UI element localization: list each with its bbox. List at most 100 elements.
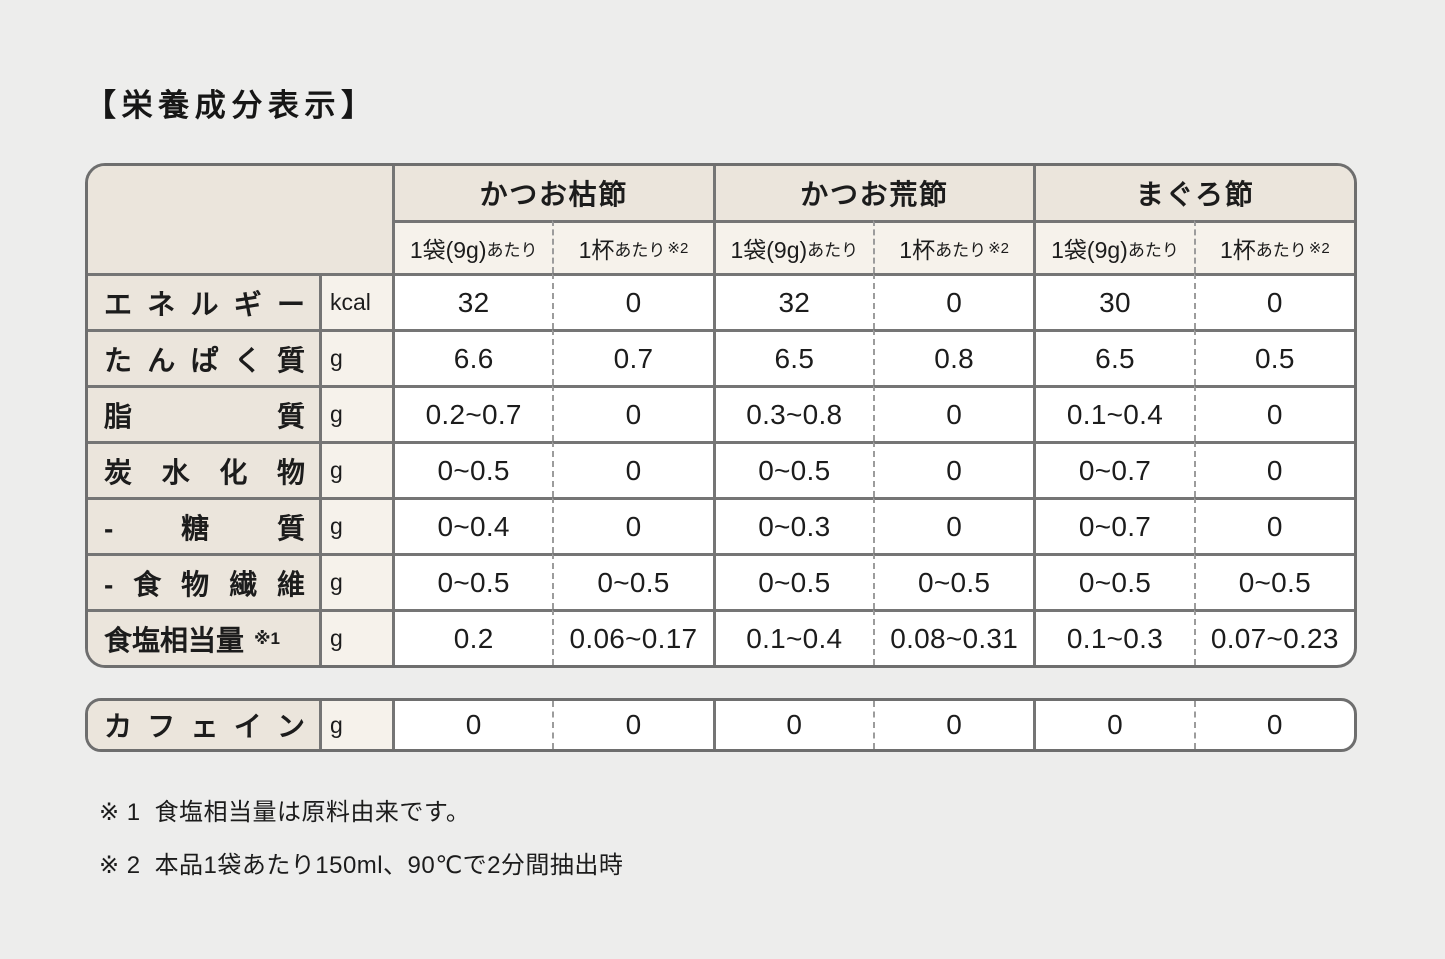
value-cell: 0~0.5 <box>712 441 873 497</box>
value-cell: 0~0.5 <box>712 553 873 609</box>
subheader-per-cup: 1杯 あたり ※2 <box>872 220 1034 273</box>
value-cell: 0 <box>552 701 712 749</box>
value-cell: 0 <box>1193 385 1354 441</box>
value-cell: 0 <box>392 701 552 749</box>
value-cell: 0.8 <box>872 329 1034 385</box>
unit-energy: kcal <box>319 273 392 329</box>
subheader-per-bag-suffix: あたり <box>807 240 859 260</box>
unit-carbohydrate: g <box>319 441 392 497</box>
value-cell: 0~0.5 <box>552 553 713 609</box>
corner-cell <box>88 166 392 273</box>
subheader-per-bag: 1袋(9g) あたり <box>1033 220 1194 273</box>
footnote-text: 本品1袋あたり150ml、90℃で2分間抽出時 <box>154 852 624 879</box>
value-cell: 6.5 <box>712 329 873 385</box>
row-label-carbohydrate: 炭水化物 <box>88 441 319 497</box>
subheader-per-bag-main: 1袋(9g) <box>1051 237 1128 263</box>
value-cell: 0 <box>552 385 713 441</box>
value-cell: 0 <box>552 441 713 497</box>
page: 【栄養成分表示】 かつお枯節 かつお荒節 まぐろ節 1袋(9g) あたり 1杯 あた… <box>85 88 1360 880</box>
row-label-fat: 脂質 <box>88 385 319 441</box>
value-cell: 0~0.5 <box>1033 553 1194 609</box>
value-cell: 0 <box>872 385 1034 441</box>
row-label-caffeine: カフェイン <box>88 701 319 749</box>
subheader-per-cup-suffix: あたり <box>935 240 987 260</box>
value-cell: 32 <box>712 273 873 329</box>
value-cell: 0~0.4 <box>392 497 553 553</box>
row-label-protein: たんぱく質 <box>88 329 319 385</box>
value-cell: 6.5 <box>1033 329 1194 385</box>
salt-note-marker: ※1 <box>254 628 280 648</box>
value-cell: 0 <box>1033 701 1193 749</box>
page-title: 【栄養成分表示】 <box>85 88 378 123</box>
subheader-per-cup: 1杯 あたり ※2 <box>552 220 713 273</box>
value-cell: 0.1~0.3 <box>1033 609 1194 665</box>
subheader-per-cup-main: 1杯 <box>578 237 615 263</box>
subheader-per-cup-note: ※2 <box>988 240 1010 257</box>
value-cell: 0 <box>872 701 1033 749</box>
product-header-katsuo-karebushi: かつお枯節 <box>392 166 713 220</box>
row-label-energy: エネルギー <box>88 273 319 329</box>
value-cell: 0.3~0.8 <box>712 385 873 441</box>
value-cell: 0~0.5 <box>1193 553 1354 609</box>
row-label-sugar: -糖質 <box>88 497 319 553</box>
value-cell: 0.2 <box>392 609 553 665</box>
value-cell: 0~0.3 <box>712 497 873 553</box>
value-cell: 0 <box>1193 497 1354 553</box>
subheader-per-cup-suffix: あたり <box>614 240 666 260</box>
subheader-per-bag-main: 1袋(9g) <box>730 237 808 263</box>
subheader-per-cup-suffix: あたり <box>1255 240 1307 260</box>
subheader-per-cup-note: ※2 <box>1308 240 1330 257</box>
row-label-salt-equivalent: 食塩相当量 ※1 <box>88 609 319 665</box>
subheader-per-bag: 1袋(9g) あたり <box>392 220 553 273</box>
value-cell: 0~0.7 <box>1033 497 1194 553</box>
value-cell: 0.07~0.23 <box>1193 609 1354 665</box>
value-cell: 0.7 <box>552 329 713 385</box>
product-header-maguro-bushi: まぐろ節 <box>1033 166 1354 220</box>
value-cell: 32 <box>392 273 553 329</box>
value-cell: 0 <box>1193 273 1354 329</box>
value-cell: 0 <box>1193 441 1354 497</box>
footnote-marker: ※ 1 <box>99 799 141 826</box>
value-cell: 0 <box>1193 701 1354 749</box>
value-cell: 0.5 <box>1193 329 1354 385</box>
subheader-per-bag-main: 1袋(9g) <box>409 237 487 263</box>
nutrition-table: かつお枯節 かつお荒節 まぐろ節 1袋(9g) あたり 1杯 あたり ※2 1袋(9g… <box>85 163 1357 668</box>
footnote-text: 食塩相当量は原料由来です。 <box>154 799 471 826</box>
subheader-per-cup-main: 1杯 <box>899 237 936 263</box>
subheader-per-bag: 1袋(9g) あたり <box>712 220 873 273</box>
unit-salt-equivalent: g <box>319 609 392 665</box>
caffeine-grid: カフェイン g 0 0 0 0 0 0 <box>88 701 1354 749</box>
value-cell: 0~0.7 <box>1033 441 1194 497</box>
caffeine-table: カフェイン g 0 0 0 0 0 0 <box>85 698 1357 752</box>
footnote-salt: ※ 1 食塩相当量は原料由来です。 <box>99 792 1360 827</box>
value-cell: 0 <box>872 441 1034 497</box>
subheader-per-cup-main: 1杯 <box>1219 237 1256 263</box>
value-cell: 30 <box>1033 273 1194 329</box>
subheader-per-bag-suffix: あたり <box>1127 240 1179 260</box>
value-cell: 0 <box>872 497 1034 553</box>
unit-caffeine: g <box>319 701 392 749</box>
value-cell: 0 <box>552 273 713 329</box>
value-cell: 6.6 <box>392 329 553 385</box>
row-label-dietary-fiber: -食物繊維 <box>88 553 319 609</box>
footnote-brewing: ※ 2 本品1袋あたり150ml、90℃で2分間抽出時 <box>99 845 1360 880</box>
value-cell: 0.06~0.17 <box>552 609 713 665</box>
value-cell: 0 <box>712 701 873 749</box>
value-cell: 0~0.5 <box>392 441 553 497</box>
nutrition-grid: かつお枯節 かつお荒節 まぐろ節 1袋(9g) あたり 1杯 あたり ※2 1袋(9g… <box>88 166 1354 665</box>
product-header-katsuo-arabushi: かつお荒節 <box>712 166 1034 220</box>
value-cell: 0 <box>552 497 713 553</box>
subheader-per-bag-suffix: あたり <box>486 240 538 260</box>
value-cell: 0~0.5 <box>392 553 553 609</box>
unit-protein: g <box>319 329 392 385</box>
value-cell: 0 <box>872 273 1034 329</box>
footnotes: ※ 1 食塩相当量は原料由来です。 ※ 2 本品1袋あたり150ml、90℃で2分間… <box>85 792 1360 880</box>
subheader-per-cup-note: ※2 <box>667 240 689 257</box>
value-cell: 0.1~0.4 <box>712 609 873 665</box>
unit-sugar: g <box>319 497 392 553</box>
footnote-marker: ※ 2 <box>99 852 141 879</box>
value-cell: 0.2~0.7 <box>392 385 553 441</box>
subheader-per-cup: 1杯 あたり ※2 <box>1193 220 1354 273</box>
value-cell: 0.08~0.31 <box>872 609 1034 665</box>
unit-dietary-fiber: g <box>319 553 392 609</box>
